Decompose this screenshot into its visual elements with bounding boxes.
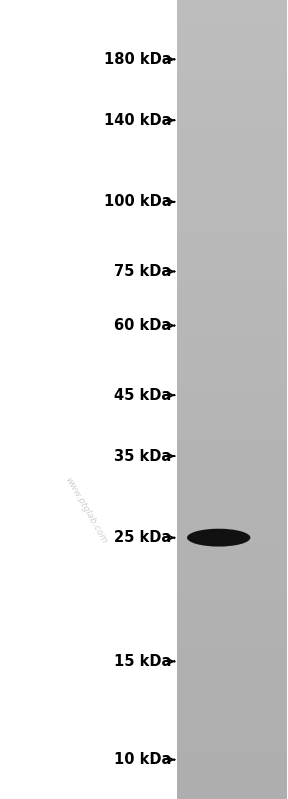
Text: 25 kDa: 25 kDa — [114, 531, 171, 545]
Text: 15 kDa: 15 kDa — [114, 654, 171, 669]
Text: 45 kDa: 45 kDa — [114, 388, 171, 403]
Text: www.ptglab.com: www.ptglab.com — [64, 475, 109, 545]
Text: 10 kDa: 10 kDa — [114, 752, 171, 767]
Text: 140 kDa: 140 kDa — [104, 113, 171, 128]
Text: 60 kDa: 60 kDa — [114, 318, 171, 333]
Text: 100 kDa: 100 kDa — [104, 194, 171, 209]
Ellipse shape — [187, 529, 250, 547]
Text: 75 kDa: 75 kDa — [114, 264, 171, 279]
Text: 35 kDa: 35 kDa — [114, 448, 171, 463]
Text: 180 kDa: 180 kDa — [104, 52, 171, 67]
